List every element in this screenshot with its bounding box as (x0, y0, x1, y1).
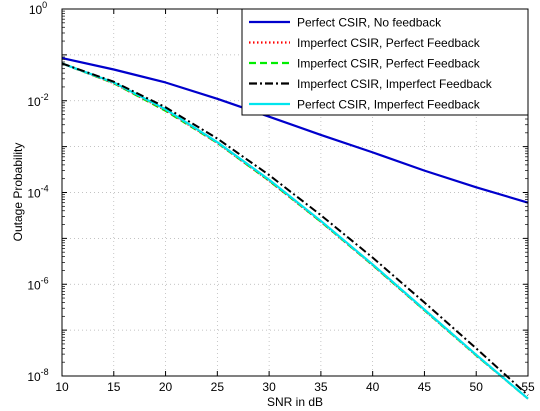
y-tick-label: 100 (29, 0, 47, 17)
series-line (61, 62, 529, 400)
y-tick-labels: 100 10-2 10-4 10-6 10-8 (27, 0, 48, 384)
x-tick-label: 25 (211, 380, 225, 394)
x-tick-label: 15 (107, 380, 121, 394)
series-line (61, 57, 529, 204)
legend-label: Perfect CSIR, Imperfect Feedback (297, 98, 481, 112)
y-tick-label: 10-6 (27, 275, 48, 292)
y-axis-label: Outage Probability (11, 143, 25, 242)
x-tick-label: 10 (55, 380, 69, 394)
x-tick-label: 40 (366, 380, 380, 394)
x-axis-label: SNR in dB (267, 395, 323, 409)
x-tick-label: 45 (418, 380, 432, 394)
legend: Perfect CSIR, No feedback Imperfect CSIR,… (241, 8, 529, 116)
legend-label: Perfect CSIR, No feedback (297, 16, 442, 30)
y-tick-label: 10-4 (27, 184, 48, 201)
legend-label: Imperfect CSIR, Perfect Feedback (297, 36, 481, 50)
legend-box (241, 8, 529, 116)
x-tick-label: 50 (470, 380, 484, 394)
x-tick-label: 35 (314, 380, 328, 394)
x-tick-label: 20 (159, 380, 173, 394)
series-layer (61, 57, 529, 400)
x-tick-labels: 10 15 20 25 30 35 40 45 50 55 (55, 380, 535, 394)
x-tick-label: 55 (521, 380, 535, 394)
legend-label: Imperfect CSIR, Perfect Feedback (297, 57, 481, 71)
legend-label: Imperfect CSIR, Imperfect Feedback (297, 77, 493, 91)
y-tick-label: 10-2 (27, 92, 48, 109)
series-line (61, 62, 529, 397)
x-tick-label: 30 (262, 380, 276, 394)
y-tick-label: 10-8 (27, 367, 48, 384)
